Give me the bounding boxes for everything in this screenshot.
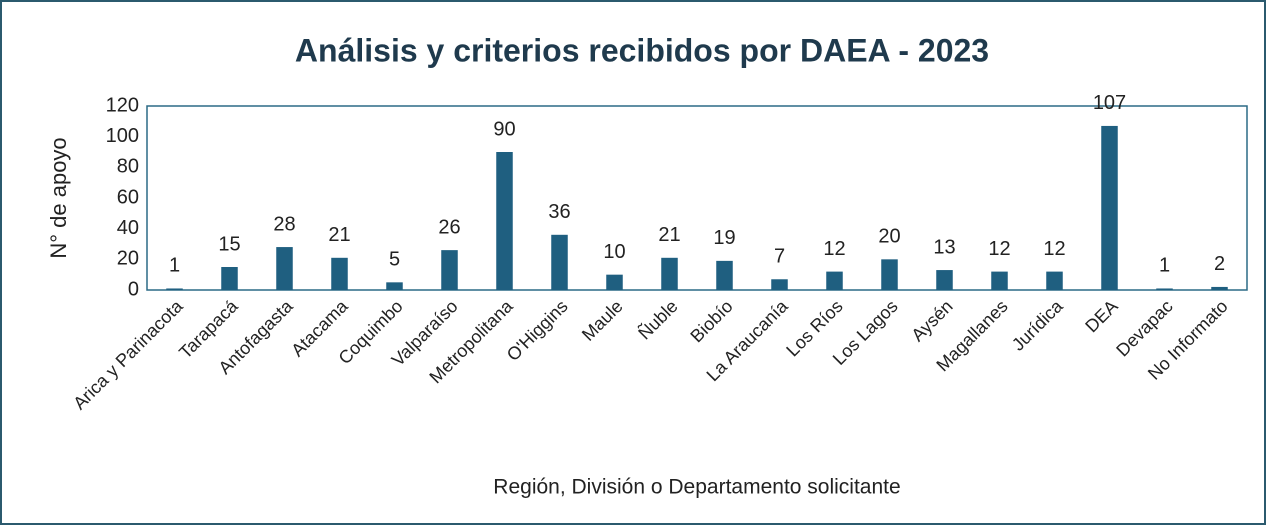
data-label: 12: [1043, 238, 1065, 260]
bar: [276, 247, 293, 290]
bar: [771, 279, 788, 290]
y-tick-label: 0: [128, 278, 139, 300]
y-tick-label: 100: [106, 125, 139, 147]
plot-area: [146, 105, 1248, 291]
bar: [991, 271, 1008, 290]
bar: [881, 259, 898, 290]
data-label: 90: [493, 118, 515, 140]
bar: [166, 288, 183, 290]
data-label: 19: [713, 227, 735, 249]
bar: [936, 270, 953, 290]
y-tick-label: 60: [117, 186, 139, 208]
data-label: 10: [603, 241, 625, 263]
bar: [386, 282, 403, 290]
bar: [716, 260, 733, 290]
x-axis-label: Región, División o Departamento solicita…: [493, 476, 900, 499]
bar: [331, 257, 348, 290]
bar: [1046, 271, 1063, 290]
data-label: 1: [1159, 255, 1170, 277]
data-label: 21: [658, 224, 680, 246]
y-tick-label: 120: [106, 94, 139, 116]
y-tick-label: 20: [117, 248, 139, 270]
data-label: 5: [389, 249, 400, 271]
bar: [221, 267, 238, 290]
y-tick-label: 80: [117, 156, 139, 178]
bar: [606, 274, 623, 290]
data-label: 21: [328, 224, 350, 246]
bar: [1156, 288, 1173, 290]
bar: [826, 271, 843, 290]
data-label: 12: [988, 238, 1010, 260]
data-label: 7: [774, 246, 785, 268]
data-label: 15: [218, 233, 240, 255]
y-axis-label: N° de apoyo: [46, 137, 71, 258]
data-label: 26: [438, 216, 460, 238]
bar: [496, 152, 513, 290]
data-label: 20: [878, 226, 900, 248]
data-label: 2: [1214, 253, 1225, 275]
data-label: 36: [548, 201, 570, 223]
data-label: 28: [273, 213, 295, 235]
y-tick-label: 40: [117, 217, 139, 239]
data-label: 107: [1093, 92, 1126, 114]
data-label: 12: [823, 238, 845, 260]
bar: [551, 234, 568, 290]
chart-title: Análisis y criterios recibidos por DAEA …: [295, 32, 989, 68]
data-label: 13: [933, 236, 955, 258]
bar: [661, 257, 678, 290]
bar: [1211, 286, 1228, 290]
bar: [1101, 125, 1118, 290]
bar: [441, 250, 458, 290]
data-label: 1: [169, 255, 180, 277]
